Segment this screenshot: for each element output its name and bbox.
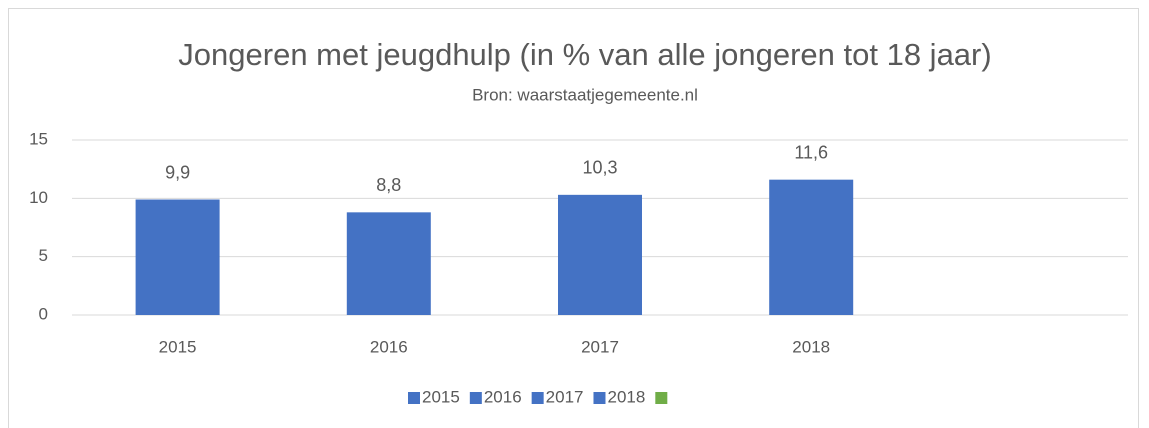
data-label: 11,6 — [794, 142, 828, 162]
legend-label: 2017 — [546, 387, 584, 406]
legend-label: 2016 — [484, 387, 522, 406]
legend-swatch — [531, 392, 544, 404]
x-tick-label: 2018 — [792, 337, 830, 356]
x-tick-label: 2016 — [370, 337, 408, 356]
chart-title: Jongeren met jeugdhulp (in % van alle jo… — [178, 37, 991, 72]
chart-subtitle: Bron: waarstaatjegemeente.nl — [472, 85, 698, 104]
legend-swatch — [408, 392, 420, 404]
bar — [346, 212, 431, 315]
bar — [558, 194, 642, 315]
bar — [769, 179, 854, 315]
x-tick-label: 2017 — [581, 337, 619, 356]
y-tick-label: 0 — [39, 304, 48, 323]
y-tick-label: 15 — [29, 129, 48, 148]
legend-label: 2018 — [607, 387, 645, 406]
data-label: 8,8 — [376, 175, 401, 195]
data-label: 10,3 — [582, 158, 617, 178]
y-tick-label: 10 — [29, 188, 48, 207]
legend-label: 2015 — [422, 387, 460, 406]
legend-swatch — [469, 392, 482, 404]
y-tick-label: 5 — [39, 246, 48, 265]
data-label: 9,9 — [165, 162, 190, 182]
chart-border — [8, 8, 1139, 428]
bar — [135, 199, 220, 315]
x-tick-label: 2015 — [159, 337, 197, 356]
legend-swatch — [655, 392, 668, 404]
legend-swatch — [593, 392, 606, 404]
